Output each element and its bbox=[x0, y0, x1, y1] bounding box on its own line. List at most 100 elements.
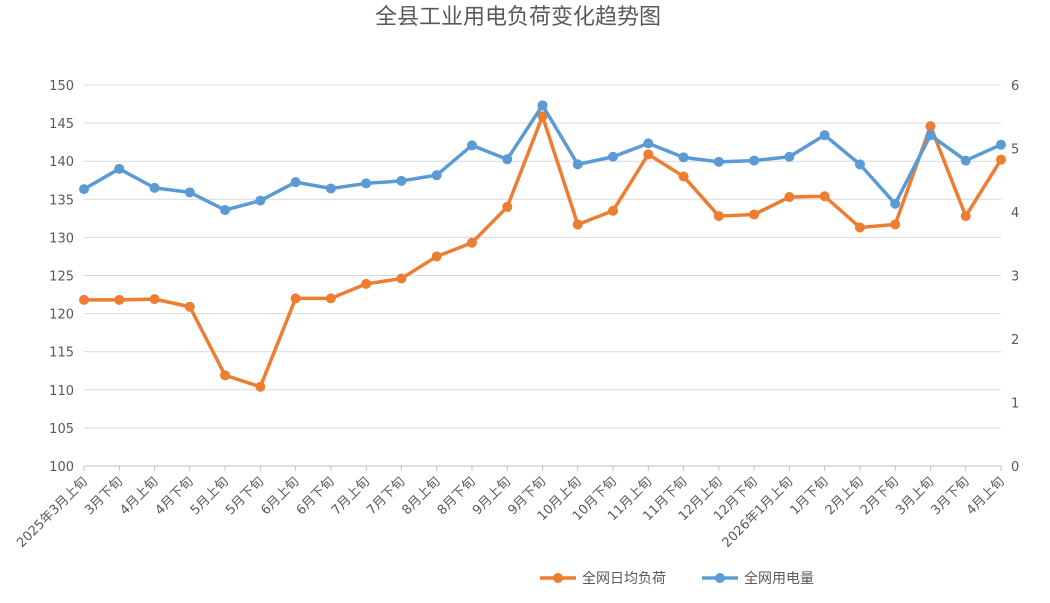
series-1-point bbox=[749, 209, 760, 220]
y-axis-left: 100 105 110 115 120 125 130 135 140 145 150 bbox=[49, 79, 74, 475]
series-2-point bbox=[960, 155, 971, 166]
y-axis-right: 0 1 2 3 4 5 6 bbox=[1011, 79, 1019, 475]
series-2-point bbox=[537, 100, 548, 111]
series-2-point bbox=[784, 151, 795, 162]
series-1-point bbox=[255, 381, 266, 392]
series-line-1 bbox=[82, 114, 1003, 389]
series-2-point bbox=[114, 163, 125, 174]
series-2-point bbox=[220, 205, 231, 216]
x-tick-label: 7月下旬 bbox=[364, 474, 408, 518]
y-left-tick-label: 120 bbox=[49, 308, 74, 323]
series-1-point bbox=[466, 237, 477, 248]
y-right-tick-label: 4 bbox=[1011, 206, 1019, 221]
y-right-tick-label: 3 bbox=[1011, 270, 1019, 285]
series-1-point bbox=[431, 251, 442, 262]
series-1-point bbox=[220, 370, 231, 381]
x-tick-label: 2月下旬 bbox=[858, 474, 902, 518]
y-right-tick-label: 2 bbox=[1011, 333, 1019, 348]
series-1-point bbox=[361, 278, 372, 289]
x-tick-label: 3月上旬 bbox=[893, 474, 937, 518]
legend-swatch-marker bbox=[715, 573, 725, 583]
x-tick-label: 7月上旬 bbox=[329, 474, 373, 518]
series-2-point bbox=[925, 130, 936, 141]
x-tick-label: 4月上旬 bbox=[117, 474, 161, 518]
legend-item-2: 全网用电量 bbox=[702, 570, 814, 587]
x-tick-label: 9月上旬 bbox=[470, 474, 514, 518]
x-tick-label: 4月下旬 bbox=[153, 474, 197, 518]
legend-item-1: 全网日均负荷 bbox=[540, 570, 666, 587]
series-1-point bbox=[608, 205, 619, 216]
series-1-point bbox=[149, 294, 160, 305]
series-1-point bbox=[854, 222, 865, 233]
series-2-point bbox=[643, 138, 654, 149]
x-tick-label: 6月下旬 bbox=[294, 474, 338, 518]
y-left-tick-label: 110 bbox=[49, 384, 74, 399]
series-2-point bbox=[466, 140, 477, 151]
series-2-point bbox=[572, 159, 583, 170]
series-1-point bbox=[79, 294, 89, 305]
x-tick-label: 1月下旬 bbox=[787, 474, 831, 518]
series-1-point bbox=[184, 301, 195, 312]
y-left-tick-label: 105 bbox=[49, 422, 74, 437]
x-tick-label: 5月上旬 bbox=[188, 474, 232, 518]
x-tick-label: 4月上旬 bbox=[964, 474, 1008, 518]
series-1-point bbox=[890, 219, 901, 230]
x-axis: 2025年3月上旬3月下旬4月上旬4月下旬5月上旬5月下旬6月上旬6月下旬7月上… bbox=[14, 466, 1008, 551]
series-2-point bbox=[290, 177, 301, 188]
y-left-tick-label: 115 bbox=[49, 346, 74, 361]
y-left-tick-label: 145 bbox=[49, 117, 74, 132]
series-1-point bbox=[643, 149, 654, 160]
x-tick-label: 3月下旬 bbox=[82, 474, 126, 518]
series-1-point bbox=[114, 294, 125, 305]
series-2-point bbox=[79, 184, 89, 195]
series-1-point bbox=[713, 211, 724, 222]
x-tick-label: 8月下旬 bbox=[435, 474, 479, 518]
series-1-point bbox=[396, 273, 407, 284]
series-2-point bbox=[361, 178, 372, 189]
series-2-point bbox=[325, 183, 336, 194]
y-left-tick-label: 130 bbox=[49, 231, 74, 246]
series-2-point bbox=[396, 175, 407, 186]
x-tick-label: 3月下旬 bbox=[929, 474, 973, 518]
series-2-point bbox=[713, 156, 724, 167]
series-1-point bbox=[325, 293, 336, 304]
series-1-point bbox=[678, 171, 689, 182]
y-right-tick-label: 1 bbox=[1011, 397, 1019, 412]
y-right-tick-label: 5 bbox=[1011, 143, 1019, 158]
legend: 全网日均负荷 全网用电量 bbox=[540, 570, 814, 587]
series-1-point bbox=[502, 201, 513, 212]
legend-swatch-marker bbox=[553, 573, 563, 583]
y-right-tick-label: 6 bbox=[1011, 79, 1019, 94]
series-1-point bbox=[537, 111, 548, 122]
series-1-point bbox=[819, 191, 830, 202]
y-left-tick-label: 135 bbox=[49, 193, 74, 208]
series-2-point bbox=[431, 170, 442, 181]
y-left-tick-label: 150 bbox=[49, 79, 74, 94]
series-1-point bbox=[996, 154, 1006, 165]
series-1-point bbox=[572, 219, 583, 230]
grid-lines bbox=[84, 84, 1001, 467]
series-2-point bbox=[854, 159, 865, 170]
legend-label: 全网日均负荷 bbox=[582, 570, 666, 587]
x-tick-label: 5月下旬 bbox=[223, 474, 267, 518]
series-2-point bbox=[749, 155, 760, 166]
series-1-point bbox=[290, 293, 301, 304]
series-1-point bbox=[960, 211, 971, 222]
series-2-point bbox=[819, 130, 830, 141]
series-2-point bbox=[608, 151, 619, 162]
series-2-point bbox=[678, 152, 689, 163]
series-1-point bbox=[925, 121, 936, 132]
series-group bbox=[79, 100, 1006, 392]
series-2-point bbox=[502, 154, 513, 165]
series-2-point bbox=[149, 182, 160, 193]
x-tick-label: 8月上旬 bbox=[399, 474, 443, 518]
y-left-tick-label: 125 bbox=[49, 270, 74, 285]
x-tick-label: 6月上旬 bbox=[258, 474, 302, 518]
x-tick-label: 2月上旬 bbox=[823, 474, 867, 518]
series-2-point bbox=[996, 139, 1006, 150]
chart-title: 全县工业用电负荷变化趋势图 bbox=[375, 5, 661, 30]
x-tick-label: 2025年3月上旬 bbox=[14, 474, 91, 551]
y-left-tick-label: 100 bbox=[49, 460, 74, 475]
legend-label: 全网用电量 bbox=[744, 570, 814, 587]
